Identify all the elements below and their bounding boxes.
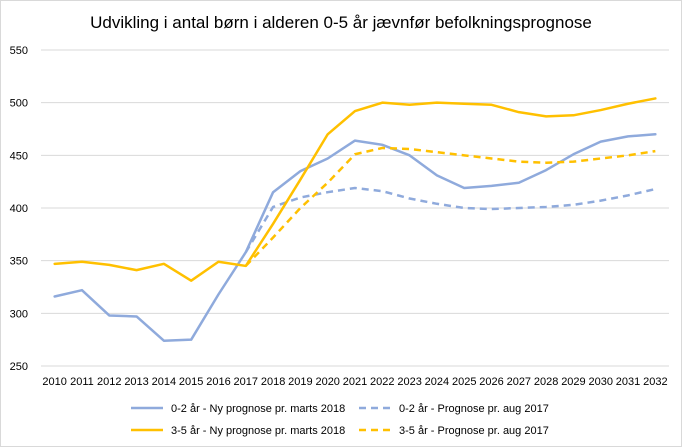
series-lines [53,97,657,342]
x-tick-label: 2032 [643,376,667,388]
x-tick-label: 2021 [343,376,367,388]
legend-label-2: 0-2 år - Prognose pr. aug 2017 [399,403,549,415]
x-tick-label: 2015 [179,376,203,388]
x-tick-label: 2011 [70,376,94,388]
y-axis-ticks: 250 300 350 400 450 500 550 [10,45,28,373]
x-tick-label: 2024 [425,376,449,388]
x-tick-label: 2031 [616,376,640,388]
series-line-1 [53,133,657,342]
x-tick-label: 2028 [534,376,558,388]
x-tick-label: 2022 [370,376,394,388]
chart-title: Udvikling i antal børn i alderen 0-5 år … [90,13,592,32]
x-tick-label: 2020 [315,376,339,388]
y-tick-label: 450 [10,150,28,162]
legend-label-4: 3-5 år - Prognose pr. aug 2017 [399,425,549,437]
legend-label-1: 0-2 år - Ny prognose pr. marts 2018 [171,403,345,415]
x-tick-label: 2029 [561,376,585,388]
y-tick-label: 500 [10,98,28,110]
x-tick-label: 2012 [97,376,121,388]
y-tick-label: 250 [10,361,28,373]
y-tick-label: 300 [10,308,28,320]
x-tick-label: 2019 [288,376,312,388]
x-tick-label: 2016 [206,376,230,388]
x-tick-label: 2014 [152,376,176,388]
x-axis-ticks: 2010 2011 2012 2013 2014 2015 2016 2017 2018 2019… [42,376,667,388]
legend-label-3: 3-5 år - Ny prognose pr. marts 2018 [171,425,345,437]
series-line-4 [244,146,656,267]
series-line-2 [244,186,656,253]
x-tick-label: 2018 [261,376,285,388]
x-tick-label: 2030 [588,376,612,388]
gridlines [41,49,669,367]
x-tick-label: 2025 [452,376,476,388]
x-tick-label: 2027 [507,376,531,388]
x-tick-label: 2026 [479,376,503,388]
x-tick-label: 2017 [234,376,258,388]
x-tick-label: 2010 [42,376,66,388]
y-tick-label: 400 [10,203,28,215]
y-tick-label: 550 [10,45,28,57]
y-tick-label: 350 [10,256,28,268]
series-line-3 [53,97,657,282]
x-tick-label: 2013 [124,376,148,388]
x-tick-label: 2023 [397,376,421,388]
legend: 0-2 år - Ny prognose pr. marts 2018 0-2 å… [131,403,549,437]
